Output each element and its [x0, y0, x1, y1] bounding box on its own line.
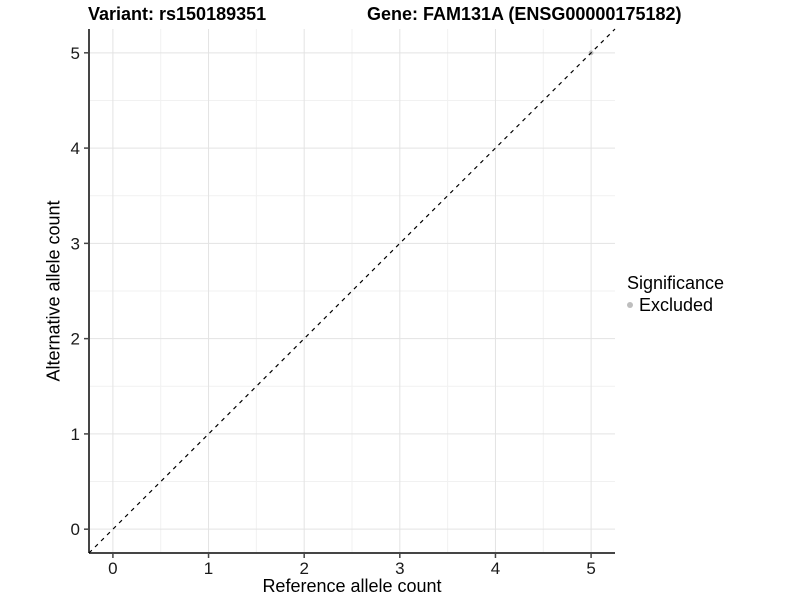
legend-item-excluded: Excluded [627, 295, 724, 315]
y-axis-title: Alternative allele count [43, 200, 64, 382]
plot-title-variant: Variant: rs150189351 [88, 4, 267, 24]
y-tick-label: 2 [71, 330, 80, 349]
legend-title: Significance [627, 273, 725, 293]
y-tick-label: 3 [71, 234, 80, 253]
y-tick-label: 1 [71, 425, 80, 444]
legend-point-icon [627, 302, 633, 308]
legend: Significance Excluded [627, 273, 724, 315]
y-tick-label: 5 [71, 44, 80, 63]
legend-item-label: Excluded [639, 295, 714, 315]
y-tick-label: 4 [71, 139, 80, 158]
x-tick-label: 5 [586, 559, 595, 578]
x-tick-label: 2 [299, 559, 308, 578]
plot-title-gene: Gene: FAM131A (ENSG00000175182) [367, 4, 682, 24]
y-tick-label: 0 [71, 520, 80, 539]
x-axis-title: Reference allele count [262, 576, 442, 596]
x-tick-label: 1 [204, 559, 213, 578]
x-tick-label: 4 [491, 559, 500, 578]
x-tick-label: 0 [108, 559, 117, 578]
x-tick-label: 3 [395, 559, 404, 578]
